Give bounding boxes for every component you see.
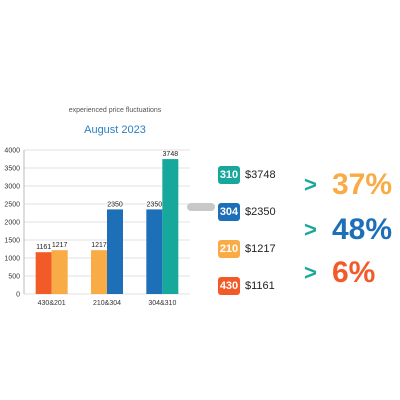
chart-subtitle: experienced price fluctuations xyxy=(68,107,162,114)
grade-chip: 210 xyxy=(218,240,240,258)
data-label: 1217 xyxy=(52,242,68,249)
x-tick-label: 210&304 xyxy=(93,300,121,307)
bar xyxy=(146,209,163,294)
price-badge-310: 310 $3748 xyxy=(218,166,276,184)
y-tick-label: 0 xyxy=(16,292,20,299)
price-badge-210: 210 $1217 xyxy=(218,240,276,258)
percent-change: 48% xyxy=(332,213,393,246)
bar xyxy=(51,250,68,294)
change-row-3: > 6% xyxy=(304,256,375,290)
chevron-right-icon: > xyxy=(304,172,317,197)
price-badge-430: 430 $1161 xyxy=(218,277,275,295)
y-tick-label: 4000 xyxy=(4,148,20,155)
price-value: $1217 xyxy=(245,243,276,255)
chevron-right-icon: > xyxy=(304,217,317,242)
bar xyxy=(162,159,179,294)
y-tick-label: 2000 xyxy=(4,220,20,227)
chevron-right-icon: > xyxy=(304,260,317,285)
chart-title: August 2023 xyxy=(84,124,146,136)
bar xyxy=(35,252,52,294)
bar xyxy=(91,250,107,294)
data-label: 2350 xyxy=(107,201,123,208)
price-value: $1161 xyxy=(245,280,275,292)
data-label: 1217 xyxy=(91,242,107,249)
data-label: 1161 xyxy=(36,244,51,251)
bar xyxy=(107,209,123,294)
grade-chip: 430 xyxy=(218,277,240,295)
price-value: $3748 xyxy=(245,169,276,181)
y-tick-label: 1000 xyxy=(4,256,20,263)
change-row-2: > 48% xyxy=(304,213,392,247)
price-badge-304: 304 $2350 xyxy=(218,203,276,221)
percent-change: 6% xyxy=(332,256,376,289)
percent-change: 37% xyxy=(332,168,393,201)
y-tick-label: 500 xyxy=(8,274,20,281)
y-tick-label: 2500 xyxy=(4,202,20,209)
grade-chip: 304 xyxy=(218,203,240,221)
slider-handle[interactable] xyxy=(187,203,215,211)
change-row-1: > 37% xyxy=(304,168,392,202)
y-tick-label: 1500 xyxy=(4,238,20,245)
price-legend: 310 $3748 304 $2350 210 $1217 430 $1161 xyxy=(218,0,298,400)
y-tick-label: 3500 xyxy=(4,166,20,173)
grade-chip: 310 xyxy=(218,166,240,184)
x-tick-label: 304&310 xyxy=(148,300,176,307)
data-label: 2350 xyxy=(147,201,163,208)
x-tick-label: 430&201 xyxy=(38,300,66,307)
y-tick-label: 3000 xyxy=(4,184,20,191)
price-value: $2350 xyxy=(245,206,276,218)
data-label: 3748 xyxy=(163,151,179,158)
